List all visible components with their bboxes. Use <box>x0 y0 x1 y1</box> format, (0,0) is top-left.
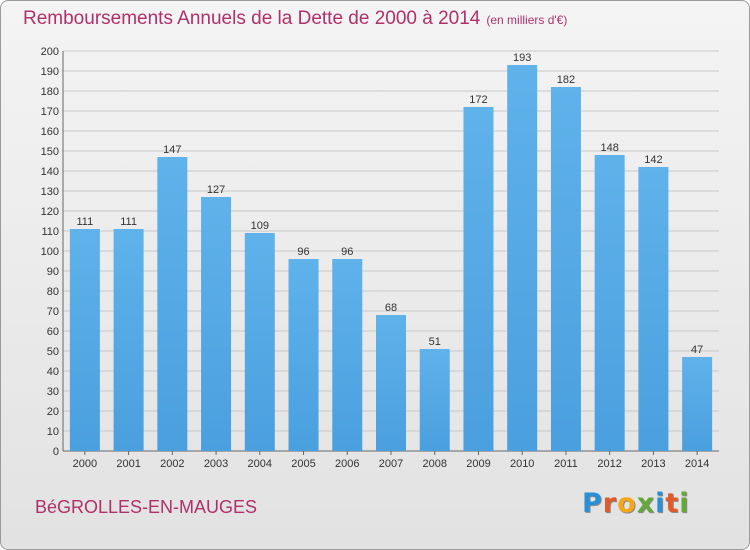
bar-2010 <box>507 65 538 451</box>
x-tick-label-2001: 2001 <box>116 458 140 470</box>
chart-subtitle: (en milliers d'€) <box>486 13 568 27</box>
y-tick-label: 10 <box>47 426 59 438</box>
chart-title: Remboursements Annuels de la Dette de 20… <box>23 8 567 30</box>
y-tick-label: 50 <box>47 346 59 358</box>
x-tick-label-2002: 2002 <box>160 458 184 470</box>
bar-2011 <box>550 87 581 451</box>
x-tick-label-2010: 2010 <box>510 458 534 470</box>
value-label-2009: 172 <box>469 94 487 106</box>
y-tick-label: 200 <box>41 46 59 58</box>
y-tick-label: 60 <box>47 326 59 338</box>
y-tick-label: 110 <box>41 226 59 238</box>
value-label-2010: 193 <box>513 52 531 64</box>
x-tick-label-2004: 2004 <box>248 458 272 470</box>
chart-title-text: Remboursements Annuels de la Dette de 20… <box>23 8 481 29</box>
x-tick-label-2005: 2005 <box>291 458 315 470</box>
value-label-2007: 68 <box>385 302 397 314</box>
value-label-2006: 96 <box>341 246 353 258</box>
x-tick-label-2008: 2008 <box>422 458 446 470</box>
bar-2013 <box>638 167 669 451</box>
value-label-2002: 147 <box>163 144 181 156</box>
x-tick-label-2003: 2003 <box>204 458 228 470</box>
y-tick-label: 150 <box>41 146 59 158</box>
x-tick-label-2006: 2006 <box>335 458 359 470</box>
logo-letter: r <box>602 488 618 519</box>
value-label-2003: 127 <box>207 184 225 196</box>
proxiti-logo: Proxiti <box>582 488 690 519</box>
bar-2001 <box>113 229 144 451</box>
bar-2005 <box>288 259 319 451</box>
y-tick-label: 160 <box>41 126 59 138</box>
bar-2012 <box>594 155 625 451</box>
x-tick-label-2014: 2014 <box>685 458 709 470</box>
value-label-2014: 47 <box>691 344 703 356</box>
logo-letter: i <box>655 488 666 519</box>
x-tick-label-2011: 2011 <box>554 458 578 470</box>
bar-chart: 0 10 20 30 40 50 60 70 80 90 100 110 120 130 140 150 160… <box>41 46 719 470</box>
logo-letter: i <box>679 488 690 519</box>
value-label-2012: 148 <box>600 142 618 154</box>
logo-letter: x <box>636 488 656 519</box>
value-label-2013: 142 <box>644 154 662 166</box>
y-tick-label: 90 <box>47 266 59 278</box>
y-tick-label: 100 <box>41 246 59 258</box>
y-tick-label: 120 <box>41 206 59 218</box>
value-label-2001: 111 <box>120 216 137 228</box>
city-name: BéGROLLES-EN-MAUGES <box>35 497 258 517</box>
y-tick-label: 30 <box>47 386 59 398</box>
x-tick-label-2009: 2009 <box>466 458 490 470</box>
value-label-2008: 51 <box>429 336 441 348</box>
y-tick-label: 140 <box>41 166 59 178</box>
bar-2008 <box>419 349 450 451</box>
value-label-2000: 111 <box>76 216 93 228</box>
y-tick-label: 180 <box>41 86 59 98</box>
y-tick-label: 40 <box>47 366 59 378</box>
logo-letter: t <box>665 488 680 519</box>
y-tick-label: 20 <box>47 406 59 418</box>
bar-2006 <box>332 259 363 451</box>
bar-2007 <box>376 315 406 451</box>
y-tick-label: 80 <box>47 286 59 298</box>
y-tick-label: 70 <box>47 306 59 318</box>
y-tick-label: 170 <box>41 106 59 118</box>
bar-2003 <box>201 197 232 451</box>
y-tick-label: 0 <box>53 446 59 458</box>
logo-letter: P <box>582 488 603 519</box>
x-tick-label-2000: 2000 <box>73 458 97 470</box>
logo-letter: o <box>617 488 637 519</box>
x-tick-label-2012: 2012 <box>597 458 621 470</box>
bar-2002 <box>157 157 188 451</box>
y-tick-label: 130 <box>41 186 59 198</box>
bar-2014 <box>682 357 713 451</box>
value-label-2011: 182 <box>557 74 575 86</box>
bar-2000 <box>69 229 100 451</box>
x-tick-label-2007: 2007 <box>379 458 403 470</box>
value-label-2005: 96 <box>297 246 309 258</box>
y-tick-label: 190 <box>41 66 59 78</box>
bar-2004 <box>244 233 275 451</box>
x-tick-label-2013: 2013 <box>641 458 665 470</box>
bar-2009 <box>463 107 494 451</box>
value-label-2004: 109 <box>251 220 269 232</box>
